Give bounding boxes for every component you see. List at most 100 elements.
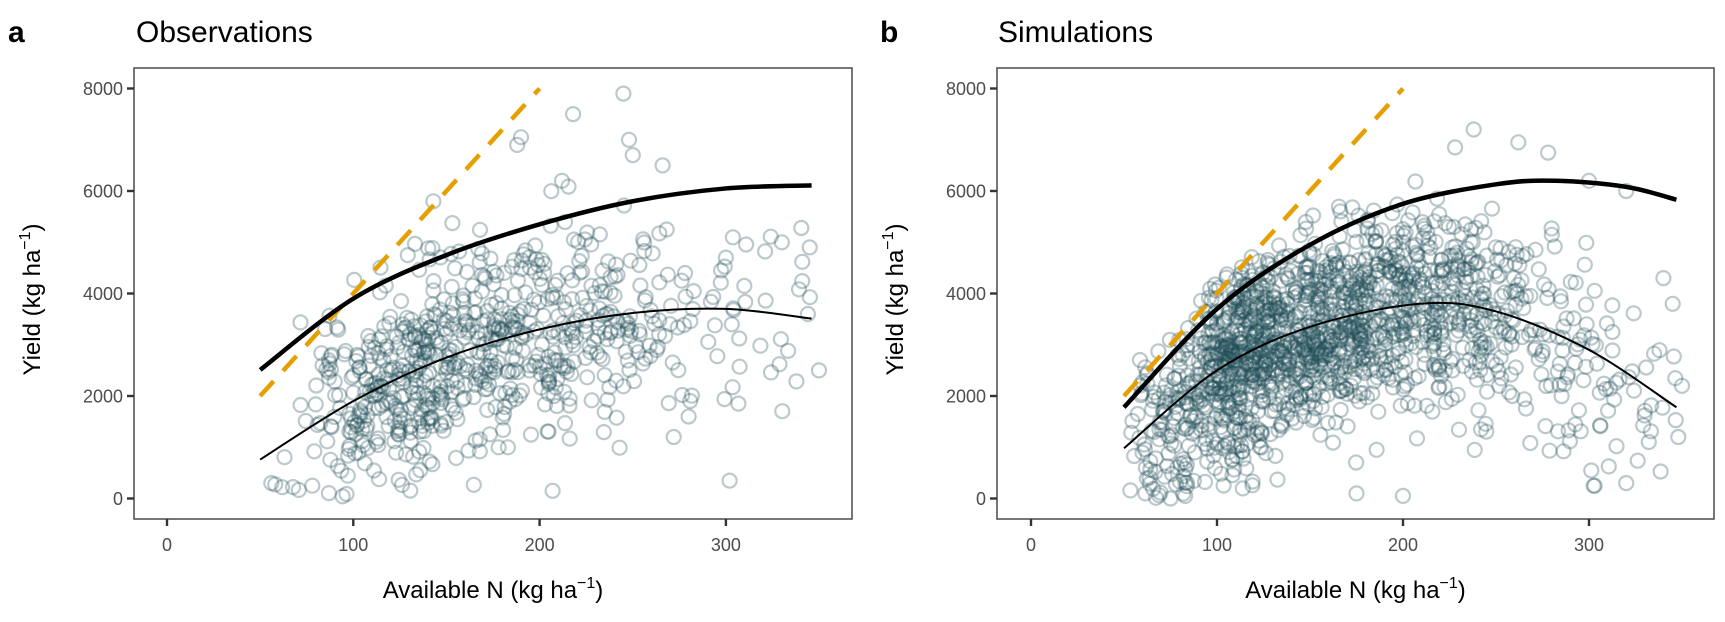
data-point [1392,287,1409,304]
data-point [1249,420,1266,437]
data-point [794,273,811,290]
data-point [1359,338,1377,355]
data-point [1279,406,1296,423]
data-point [1394,234,1412,251]
data-point [1533,366,1550,383]
data-point [472,367,489,384]
data-point [1331,274,1348,291]
data-point [1454,292,1472,309]
data-point [411,423,428,440]
data-point [506,252,523,269]
data-point [1458,273,1475,290]
x-axis-label-main: Available N (kg ha [383,577,578,604]
data-point [392,293,410,310]
data-point [385,390,402,407]
data-point [1504,387,1521,405]
data-point [1286,289,1303,306]
data-point [1202,346,1219,363]
data-point [1494,319,1512,336]
data-point [351,359,368,376]
data-point [1272,253,1289,270]
data-point [1292,368,1309,385]
data-point [399,247,416,264]
data-point [1298,271,1315,289]
data-point [1305,386,1322,403]
data-point [1357,250,1374,267]
data-point [1200,421,1218,438]
data-point [1160,445,1177,462]
data-point [1343,336,1360,353]
data-point [358,371,375,388]
y-axis-label-main: Yield (kg ha [19,249,46,376]
data-point [1234,379,1252,396]
data-point [1245,367,1262,384]
data-point [716,391,733,408]
data-point [1570,402,1588,419]
data-point [712,274,729,291]
data-point [1426,303,1444,320]
data-point [1209,345,1226,363]
data-point [636,242,653,260]
panel-b: b Simulations 0 100 200 300 020004000600080… [880,16,1715,604]
data-point [1331,383,1348,400]
data-point [448,449,465,466]
data-point [350,444,367,461]
data-point [1226,352,1243,369]
data-point [359,417,376,434]
data-point [1261,389,1278,406]
data-point [1409,247,1426,264]
data-point [1458,240,1476,257]
data-point [1231,292,1248,309]
data-point [1469,268,1486,285]
data-point [1470,343,1487,360]
data-point [482,344,499,361]
data-point [1313,299,1330,316]
data-point [1259,272,1277,290]
data-point [1216,437,1233,454]
data-point [408,377,425,394]
data-point [1365,280,1382,297]
data-point [513,382,531,399]
data-point [1420,230,1438,247]
data-point [1178,395,1195,412]
data-point [1591,417,1609,434]
data-point [1477,266,1495,284]
data-point [1389,246,1406,263]
data-point [1354,363,1371,380]
data-point [1319,368,1336,385]
data-point [1329,363,1347,380]
data-point [1202,378,1219,395]
data-point [1353,340,1370,357]
data-point [1308,288,1325,305]
data-point [1346,361,1364,378]
data-point [1473,335,1490,352]
data-point [422,319,439,336]
data-point [682,313,699,330]
data-point [1456,293,1474,310]
data-point [1199,354,1216,371]
data-point [1137,485,1154,502]
data-point [1165,437,1183,454]
data-point [1309,296,1326,313]
data-point [1279,373,1297,390]
data-point [417,332,434,349]
data-point [1162,490,1179,507]
data-point [1399,395,1416,412]
data-point [1358,282,1375,300]
data-point [716,258,733,275]
data-point [1376,248,1393,265]
data-point [1517,288,1535,305]
data-point [1229,309,1246,327]
data-point [1218,406,1236,424]
data-point [414,417,431,434]
data-point [1429,304,1446,322]
data-point [1252,349,1269,366]
data-point [1291,317,1309,334]
data-point [467,362,484,379]
data-point [1604,342,1621,359]
data-point [1238,413,1255,430]
data-point [1187,373,1205,390]
data-point [1507,239,1524,256]
data-point [1534,343,1551,360]
data-point [1450,253,1467,270]
